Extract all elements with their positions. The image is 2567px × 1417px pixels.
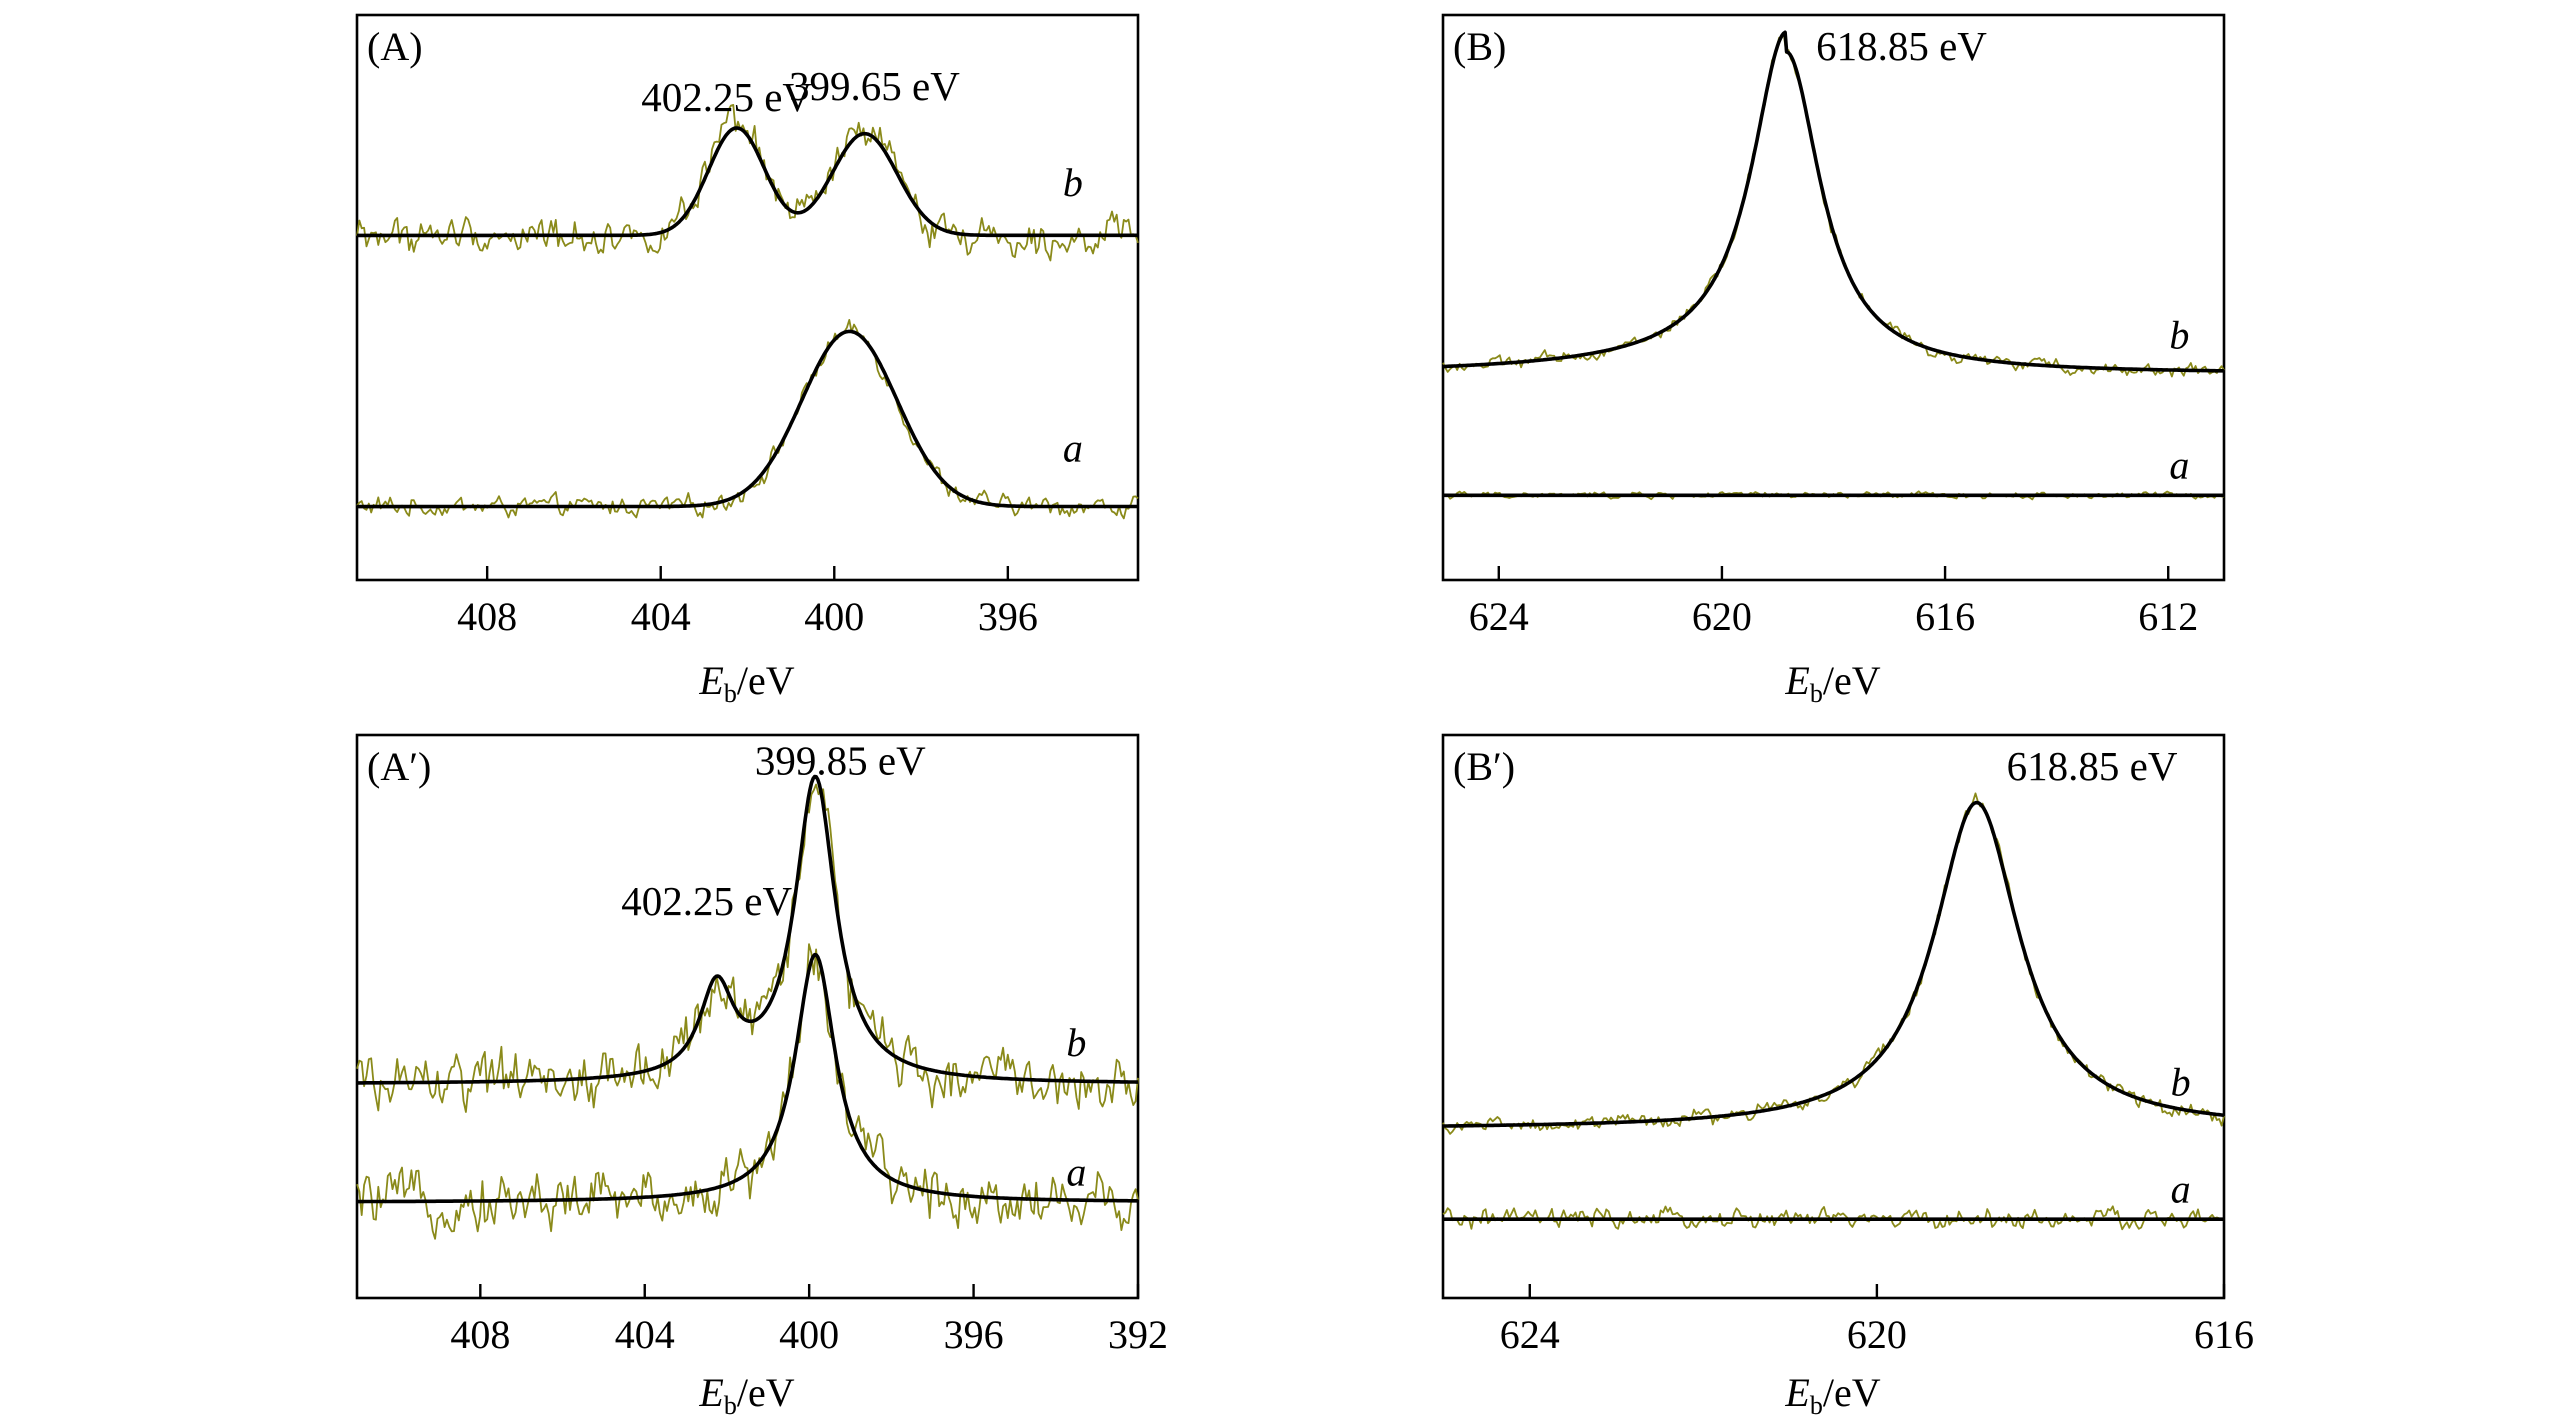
panel-a-prime-frame (355, 733, 1140, 1300)
panel-a-x-axis-unit: /eV (737, 658, 795, 703)
panel-b-x-axis-subscript: b (1810, 679, 1823, 708)
panel-b-prime-frame (1441, 733, 2226, 1300)
panel-a-prime-curves (356, 774, 1139, 1240)
panel-b-prime-annotations: a b 618.85 eV (2007, 743, 2191, 1211)
panel-b-fit-curve-b (1442, 30, 2225, 373)
panel-a-prime-x-ticks: 408 404 400 396 392 (450, 1284, 1168, 1357)
panel-b-peak-label: 618.85 eV (1816, 23, 1987, 69)
panel-a-peak-label: 399.65 eV (789, 63, 960, 109)
panel-a-fit-curve-b (356, 126, 1139, 238)
panel-a-prime: (A′) 408 404 400 396 392 a b 402.25 eV 399.85 e… (355, 733, 1168, 1417)
panel-b-x-tick-label: 612 (2138, 594, 2198, 639)
panel-b-frame (1441, 13, 2226, 582)
panel-a-prime-peak-label: 399.85 eV (755, 737, 926, 783)
panel-a-x-tick-label: 408 (457, 594, 517, 639)
panel-b-prime-x-tick-label: 616 (2194, 1312, 2254, 1357)
panel-b-prime-curve-label-b: b (2171, 1059, 2191, 1104)
panel-a-curve-label-a: a (1063, 425, 1083, 470)
panel-a-x-tick-label: 396 (978, 594, 1038, 639)
panel-a-prime-x-axis-label: Eb/eV (698, 1370, 794, 1417)
panel-b-curve-label-b: b (2169, 312, 2189, 357)
panel-a-peak-label: 402.25 eV (641, 74, 812, 120)
panel-a-prime-x-tick-label: 404 (615, 1312, 675, 1357)
panel-b-x-axis-unit: /eV (1823, 658, 1881, 703)
panel-a-curve-label-b: b (1063, 160, 1083, 205)
panel-b-label: (B) (1453, 24, 1506, 69)
panel-a-prime-x-tick-label: 400 (779, 1312, 839, 1357)
panel-b-raw-trace-b (1442, 33, 2225, 378)
panel-b-annotations: a b 618.85 eV (1816, 23, 2189, 487)
panel-b-prime-raw-trace-a (1442, 1205, 2225, 1231)
panel-a-prime-fit-curve-a (356, 952, 1139, 1204)
panel-a-label: (A) (367, 24, 423, 69)
panel-b-prime-fit-curve-b (1442, 800, 2225, 1128)
panel-b-x-axis-label: Eb/eV (1784, 658, 1880, 708)
panel-a-prime-annotations: a b 402.25 eV 399.85 eV (621, 737, 1086, 1194)
panel-b-prime-x-tick-label: 624 (1500, 1312, 1560, 1357)
panel-b-prime-x-axis-unit: /eV (1823, 1370, 1881, 1415)
panel-a-prime-x-tick-label: 396 (944, 1312, 1004, 1357)
panel-b-prime-x-axis-label: Eb/eV (1784, 1370, 1880, 1417)
panel-b-prime-x-axis-subscript: b (1810, 1391, 1823, 1417)
panel-b-prime-curve-label-a: a (2171, 1166, 2191, 1211)
panel-a-frame (355, 13, 1140, 582)
panel-b-curves (1442, 30, 2225, 501)
panel-b-x-ticks: 624 620 616 612 (1469, 566, 2198, 639)
panel-b-prime-x-ticks: 624 620 616 (1500, 1284, 2254, 1357)
panel-b-prime-peak-label: 618.85 eV (2007, 743, 2178, 789)
panel-b: (B) 624 620 616 612 a b 618.85 eV Eb/eV (1441, 13, 2226, 708)
panel-b-prime-curves (1442, 792, 2225, 1231)
panel-b-x-axis-symbol: E (1784, 658, 1809, 703)
panel-a-prime-x-tick-label: 408 (450, 1312, 510, 1357)
panel-a-prime-x-axis-unit: /eV (737, 1370, 795, 1415)
panel-a-raw-trace-b (356, 104, 1139, 262)
panel-b-prime-x-tick-label: 620 (1847, 1312, 1907, 1357)
panel-a-x-tick-label: 400 (804, 594, 864, 639)
panel-b-x-tick-label: 620 (1692, 594, 1752, 639)
panel-b-curve-label-a: a (2169, 442, 2189, 487)
panel-a-curves (356, 104, 1139, 520)
panel-a-prime-x-axis-symbol: E (698, 1370, 723, 1415)
panel-b-prime-label: (B′) (1453, 744, 1515, 789)
panel-a-fit-curve-a (356, 329, 1139, 509)
panel-a-x-axis-label: Eb/eV (698, 658, 794, 708)
panel-a-prime-x-tick-label: 392 (1108, 1312, 1168, 1357)
panel-a-prime-fit-curve-b (356, 774, 1139, 1085)
panel-b-prime: (B′) 624 620 616 a b 618.85 eV Eb/eV (1441, 733, 2254, 1417)
panel-b-x-tick-label: 616 (1915, 594, 1975, 639)
panel-a-prime-label: (A′) (367, 744, 431, 789)
panel-a-prime-curve-label-b: b (1066, 1020, 1086, 1065)
panel-a-prime-x-axis-subscript: b (724, 1391, 737, 1417)
panel-a-prime-peak-label: 402.25 eV (621, 878, 792, 924)
panel-a-prime-raw-trace-b (356, 783, 1139, 1113)
panel-a-prime-raw-trace-a (356, 943, 1139, 1240)
panel-a-x-axis-subscript: b (724, 679, 737, 708)
panel-a-x-axis-symbol: E (698, 658, 723, 703)
panel-b-x-tick-label: 624 (1469, 594, 1529, 639)
panel-a-x-tick-label: 404 (631, 594, 691, 639)
panel-a-prime-curve-label-a: a (1066, 1149, 1086, 1194)
panel-a-x-ticks: 408 404 400 396 (457, 566, 1038, 639)
panel-b-prime-x-axis-symbol: E (1784, 1370, 1809, 1415)
